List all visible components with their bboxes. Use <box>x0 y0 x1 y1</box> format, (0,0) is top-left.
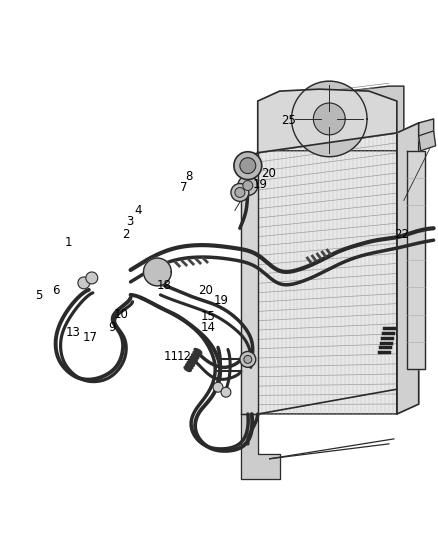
Polygon shape <box>144 258 171 286</box>
Ellipse shape <box>189 359 196 364</box>
Ellipse shape <box>190 356 197 361</box>
Circle shape <box>240 351 256 367</box>
Text: 4: 4 <box>135 204 142 217</box>
Circle shape <box>234 152 262 180</box>
Text: 19: 19 <box>214 294 229 308</box>
Polygon shape <box>265 86 404 151</box>
Circle shape <box>244 356 252 364</box>
Text: 5: 5 <box>35 289 42 302</box>
Text: 19: 19 <box>253 178 268 191</box>
Circle shape <box>231 183 249 201</box>
Ellipse shape <box>187 361 194 367</box>
Text: 2: 2 <box>122 228 129 241</box>
Text: 1: 1 <box>65 236 73 249</box>
Circle shape <box>221 387 231 397</box>
Text: 22: 22 <box>394 228 409 241</box>
Polygon shape <box>258 133 397 414</box>
Circle shape <box>235 188 245 197</box>
Text: 20: 20 <box>198 284 213 297</box>
Text: 18: 18 <box>157 279 172 292</box>
Ellipse shape <box>184 366 191 372</box>
Ellipse shape <box>194 349 202 354</box>
Ellipse shape <box>193 351 200 357</box>
Circle shape <box>243 181 253 190</box>
Text: 15: 15 <box>201 310 215 324</box>
Polygon shape <box>241 153 258 414</box>
Text: 13: 13 <box>66 326 81 339</box>
Text: 6: 6 <box>52 284 60 297</box>
Polygon shape <box>241 414 279 479</box>
Polygon shape <box>292 81 367 157</box>
Polygon shape <box>258 89 397 153</box>
Text: 9: 9 <box>109 321 116 334</box>
Polygon shape <box>314 103 345 135</box>
Polygon shape <box>407 151 425 369</box>
Text: 14: 14 <box>201 321 215 334</box>
Polygon shape <box>292 81 367 157</box>
Text: 10: 10 <box>113 308 128 321</box>
Circle shape <box>240 158 256 174</box>
Text: 25: 25 <box>281 115 296 127</box>
Polygon shape <box>419 131 436 151</box>
Polygon shape <box>397 123 419 414</box>
Circle shape <box>213 382 223 392</box>
Circle shape <box>238 175 258 196</box>
Circle shape <box>86 272 98 284</box>
Text: 8: 8 <box>185 170 192 183</box>
Ellipse shape <box>186 364 193 369</box>
Text: 7: 7 <box>180 181 188 193</box>
Ellipse shape <box>191 354 199 359</box>
Text: 3: 3 <box>126 215 134 228</box>
Text: 11: 11 <box>164 350 179 363</box>
Text: 17: 17 <box>83 332 98 344</box>
Text: 12: 12 <box>177 350 192 363</box>
Polygon shape <box>419 119 434 141</box>
Circle shape <box>78 277 90 289</box>
Text: 20: 20 <box>261 167 276 180</box>
